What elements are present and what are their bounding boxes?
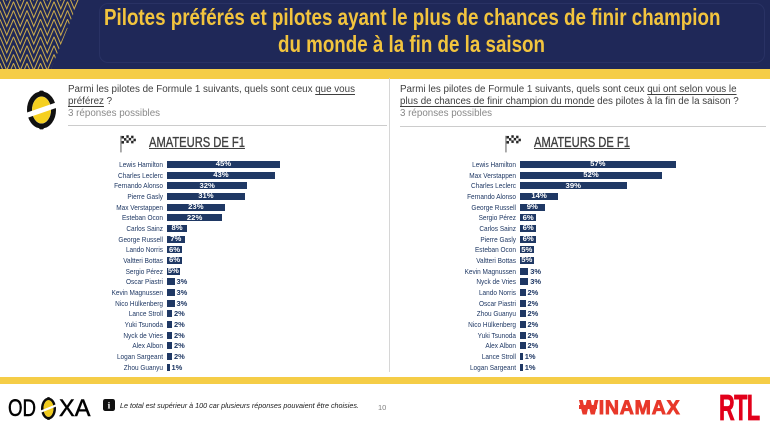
svg-text:i: i [108,401,111,411]
